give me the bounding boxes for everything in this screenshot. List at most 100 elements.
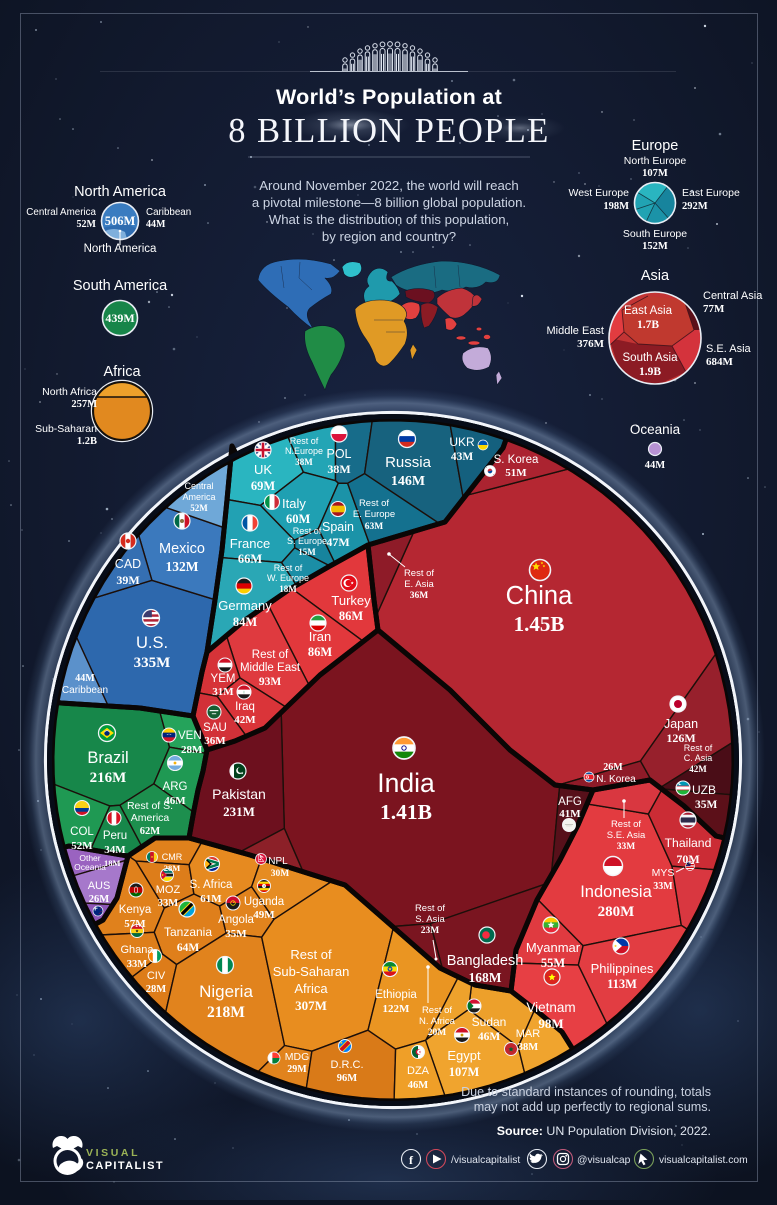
svg-text:Ghana: Ghana <box>120 944 154 956</box>
svg-text:113M: 113M <box>607 977 637 991</box>
svg-text:YEM: YEM <box>211 673 236 685</box>
svg-text:Source: UN Population Division: Source: UN Population Division, 2022. <box>497 1124 711 1138</box>
svg-text:Sudan: Sudan <box>472 1015 507 1029</box>
svg-text:39M: 39M <box>116 573 139 587</box>
svg-text:Germany: Germany <box>218 598 272 613</box>
svg-text:52M: 52M <box>71 840 93 852</box>
svg-text:42M: 42M <box>689 764 707 774</box>
svg-text:376M: 376M <box>577 338 605 350</box>
svg-text:N.Europe: N.Europe <box>285 446 323 456</box>
svg-text:49M: 49M <box>253 909 275 921</box>
svg-text:Italy: Italy <box>282 496 306 511</box>
svg-text:684M: 684M <box>706 356 734 368</box>
svg-text:8 BILLION PEOPLE: 8 BILLION PEOPLE <box>228 112 549 150</box>
svg-text:33M: 33M <box>653 881 673 892</box>
svg-text:Spain: Spain <box>322 520 354 534</box>
svg-text:Iraq: Iraq <box>235 701 255 713</box>
svg-text:61M: 61M <box>200 893 222 905</box>
svg-text:South Europe: South Europe <box>623 228 687 240</box>
svg-text:231M: 231M <box>223 804 255 819</box>
svg-text:Africa: Africa <box>294 981 328 996</box>
svg-text:COL: COL <box>70 826 94 838</box>
svg-text:Rest of: Rest of <box>290 947 332 962</box>
svg-text:51M: 51M <box>505 467 527 479</box>
svg-text:46M: 46M <box>408 1080 429 1091</box>
svg-text:31M: 31M <box>212 686 234 698</box>
svg-text:55M: 55M <box>541 956 566 970</box>
svg-text:N. Africa: N. Africa <box>419 1016 456 1027</box>
svg-text:UK: UK <box>254 462 272 477</box>
svg-text:E. Europe: E. Europe <box>353 509 395 520</box>
svg-text:107M: 107M <box>449 1065 480 1079</box>
svg-text:Mexico: Mexico <box>159 541 205 557</box>
svg-text:96M: 96M <box>337 1073 358 1084</box>
svg-text:Oceania: Oceania <box>74 862 106 872</box>
svg-text:152M: 152M <box>642 241 668 252</box>
svg-text:33M: 33M <box>617 842 636 852</box>
svg-text:28M: 28M <box>164 863 181 873</box>
svg-text:18M: 18M <box>104 858 121 868</box>
svg-text:57M: 57M <box>124 918 146 930</box>
svg-text:f: f <box>409 1153 414 1167</box>
svg-text:46M: 46M <box>478 1031 501 1043</box>
svg-text:N. Korea: N. Korea <box>596 774 636 785</box>
svg-text:15M: 15M <box>298 547 316 557</box>
svg-text:Nigeria: Nigeria <box>199 982 253 1001</box>
svg-text:33M: 33M <box>158 898 179 909</box>
svg-text:Rest of: Rest of <box>684 743 713 753</box>
svg-text:107M: 107M <box>642 168 668 179</box>
svg-text:Rest of: Rest of <box>611 819 641 830</box>
svg-text:84M: 84M <box>233 615 258 629</box>
svg-text:33M: 33M <box>127 959 148 970</box>
svg-text:62M: 62M <box>140 826 161 837</box>
svg-text:52M: 52M <box>190 503 208 513</box>
svg-text:MDG: MDG <box>285 1051 310 1063</box>
svg-text:Other: Other <box>79 853 100 863</box>
svg-text:Angola: Angola <box>218 914 254 926</box>
svg-text:S. Africa: S. Africa <box>190 879 233 891</box>
svg-text:60M: 60M <box>286 512 311 526</box>
svg-text:S.E. Asia: S.E. Asia <box>607 830 646 841</box>
svg-text:S.E. Asia: S.E. Asia <box>706 343 752 355</box>
svg-text:28M: 28M <box>181 744 203 756</box>
svg-text:20M: 20M <box>428 1028 447 1038</box>
svg-text:38M: 38M <box>518 1042 539 1053</box>
svg-text:30M: 30M <box>271 869 290 879</box>
svg-text:Due to standard instances of r: Due to standard instances of rounding, t… <box>461 1085 711 1099</box>
svg-text:64M: 64M <box>177 942 200 954</box>
svg-text:52M: 52M <box>77 219 97 230</box>
svg-text:East Europe: East Europe <box>682 187 740 199</box>
svg-text:North Africa: North Africa <box>42 386 97 398</box>
svg-text:AFG: AFG <box>558 796 582 808</box>
svg-text:292M: 292M <box>682 201 708 212</box>
svg-text:France: France <box>230 536 270 551</box>
svg-text:E. Asia: E. Asia <box>404 579 434 590</box>
svg-text:Rest of: Rest of <box>252 649 289 661</box>
svg-text:126M: 126M <box>666 731 695 745</box>
svg-text:S. Korea: S. Korea <box>494 454 539 466</box>
svg-text:Oceania: Oceania <box>630 422 681 437</box>
svg-text:34M: 34M <box>104 844 126 856</box>
svg-text:1.2B: 1.2B <box>77 436 97 447</box>
svg-text:UZB: UZB <box>692 783 716 797</box>
svg-text:307M: 307M <box>295 998 327 1013</box>
svg-text:West Europe: West Europe <box>568 187 629 199</box>
svg-text:may not add up perfectly to re: may not add up perfectly to regional sum… <box>474 1100 711 1114</box>
svg-text:42M: 42M <box>234 714 256 726</box>
svg-text:168M: 168M <box>469 970 502 985</box>
svg-text:Rest of: Rest of <box>293 526 322 536</box>
svg-text:ا: ا <box>244 689 245 694</box>
svg-text:North America: North America <box>84 243 157 255</box>
svg-text:70M: 70M <box>676 852 699 866</box>
svg-text:World’s Population at: World’s Population at <box>276 85 502 109</box>
svg-text:38M: 38M <box>327 462 350 476</box>
svg-text:East Asia: East Asia <box>624 305 673 317</box>
svg-text:DZA: DZA <box>407 1065 430 1077</box>
svg-text:Central America: Central America <box>26 207 96 218</box>
svg-text:Rest of: Rest of <box>290 436 319 446</box>
svg-text:26M: 26M <box>603 762 623 773</box>
svg-text:122M: 122M <box>383 1003 411 1015</box>
svg-text:47M: 47M <box>326 535 349 549</box>
svg-text:Middle East: Middle East <box>547 325 604 337</box>
svg-text:North Europe: North Europe <box>624 155 687 167</box>
